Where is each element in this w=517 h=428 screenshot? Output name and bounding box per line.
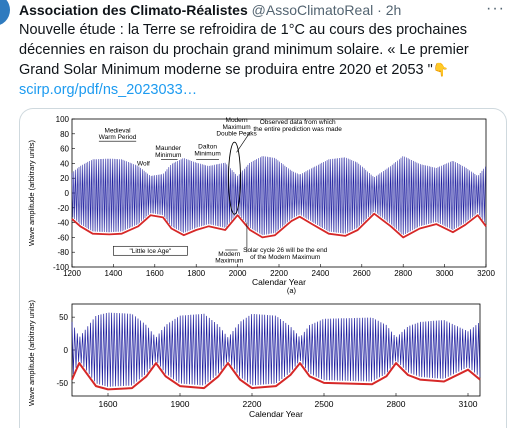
tweet-link[interactable]: scirp.org/pdf/ns_2023033…: [19, 82, 197, 98]
chart-b-xtick-label: 2200: [243, 399, 262, 409]
chart-b-blue-series: [72, 313, 480, 387]
chart-a-ytick-label: 80: [60, 130, 69, 139]
chart-a-xtick-label: 3000: [436, 269, 454, 278]
chart-a-xtick-label: 2800: [394, 269, 412, 278]
chart-b-xtick-label: 2500: [315, 399, 334, 409]
chart-a-xtick-label: 3200: [477, 269, 495, 278]
annotation-wolf: Wolf: [137, 160, 150, 167]
chart-a-ytick-label: -40: [57, 219, 69, 228]
author-handle[interactable]: @AssoClimatoReal: [252, 2, 374, 18]
tweet-body: Nouvelle étude : la Terre se refroidira …: [19, 22, 469, 78]
chart-a-ytick-label: -60: [57, 233, 69, 242]
chart-b-xtick-label: 2800: [387, 399, 406, 409]
chart-b-xtick-label: 1900: [171, 399, 190, 409]
avatar[interactable]: [0, 0, 10, 26]
chart-b-xtick-label: 1600: [99, 399, 118, 409]
chart-a-ytick-label: 60: [60, 145, 69, 154]
chart-a-xlabel: Calendar Year: [252, 277, 306, 287]
chart-b-xlabel: Calendar Year: [249, 409, 303, 419]
tweet-text: Nouvelle étude : la Terre se refroidira …: [19, 21, 509, 100]
chart-a-ylabel: Wave amplitude (arbitrary units): [27, 139, 36, 246]
chart-a-blue-series: [72, 156, 486, 235]
annotation-little-ice: "Little Ice Age": [129, 248, 172, 255]
chart-a-xtick-label: 2000: [229, 269, 247, 278]
chart-b-ytick-label: 0: [64, 346, 69, 355]
chart-a-xtick-label: 1600: [146, 269, 164, 278]
chart-b-ylabel: Wave amplitude (arbitrary units): [27, 299, 36, 406]
chart-a-ytick-label: 40: [60, 159, 69, 168]
chart-b-ytick-label: 50: [59, 313, 68, 322]
chart-b-ytick-label: -50: [56, 379, 68, 388]
chart-a-ytick-label: 0: [65, 189, 70, 198]
chart-a-xtick-label: 2400: [312, 269, 330, 278]
point-down-emoji: 👇: [433, 60, 449, 80]
chart-a-xtick-label: 1200: [63, 269, 81, 278]
more-options-icon[interactable]: ···: [486, 0, 505, 18]
chart-a-xtick-label: 1800: [187, 269, 205, 278]
chart-b-xtick-label: 3100: [459, 399, 478, 409]
separator: ·: [377, 2, 382, 18]
timestamp[interactable]: 2h: [386, 2, 402, 18]
chart-a-ytick-label: -80: [57, 248, 69, 257]
tweet-header: Association des Climato-Réalistes @AssoC…: [19, 2, 401, 18]
chart-a-ytick-label: 20: [60, 174, 69, 183]
chart-a-xtick-label: 2600: [353, 269, 371, 278]
chart-a-ytick-label: 100: [56, 115, 70, 124]
chart-a-xtick-label: 1400: [105, 269, 123, 278]
author-name[interactable]: Association des Climato-Réalistes: [19, 2, 248, 18]
chart-a-ytick-label: -20: [57, 204, 69, 213]
chart-a-panel-label: (a): [287, 286, 297, 295]
